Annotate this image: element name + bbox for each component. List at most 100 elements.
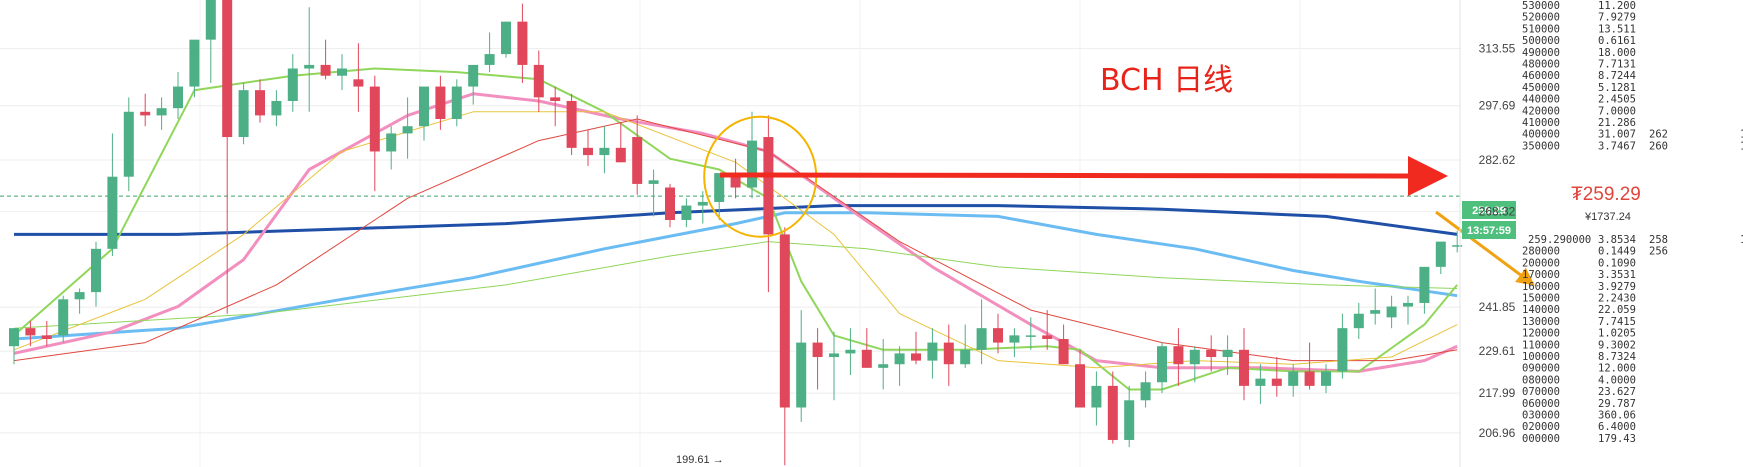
bid-row: 280000 0.1449 256 xyxy=(1522,246,1668,258)
candle-body xyxy=(1452,245,1463,247)
down-candle xyxy=(632,115,643,195)
candle-body xyxy=(583,147,593,156)
candle-body xyxy=(829,353,839,358)
candle-body xyxy=(74,292,85,300)
order-book-cell: 8.7244 xyxy=(1598,70,1636,82)
bid-row: 030000 360.06 xyxy=(1522,410,1636,422)
down-candle xyxy=(665,183,675,228)
up-candle xyxy=(205,0,216,83)
candle-body xyxy=(1271,378,1282,386)
up-candle xyxy=(1288,364,1299,397)
down-candle xyxy=(517,3,528,83)
candle-body xyxy=(25,328,36,336)
candle-body xyxy=(599,147,610,156)
up-candle xyxy=(484,32,495,73)
order-book-cell: 258 xyxy=(1649,234,1668,246)
bid-row: 140000 22.059 xyxy=(1522,304,1636,316)
candle-body xyxy=(189,39,200,87)
order-book-cell: 170000 xyxy=(1522,269,1560,281)
bid-row: 070000 23.627 xyxy=(1522,386,1636,398)
ask-row: 510000 13.511 xyxy=(1522,23,1636,35)
up-candle xyxy=(271,90,282,127)
moving-average-line xyxy=(13,111,1458,369)
moving-average-line xyxy=(13,67,1458,391)
up-candle xyxy=(829,331,839,401)
candle-body xyxy=(222,0,233,138)
grid-lines xyxy=(0,0,1460,467)
up-candle xyxy=(960,324,971,368)
order-book-cell: 260 xyxy=(1649,140,1668,152)
ask-row: 500000 0.6161 xyxy=(1522,35,1636,47)
candle-body xyxy=(566,100,577,148)
bid-row: 110000 9.3002 xyxy=(1522,339,1636,351)
down-candle xyxy=(41,320,52,347)
up-candle xyxy=(1353,302,1364,339)
order-book-cell: 7.0000 xyxy=(1598,105,1636,117)
candle-body xyxy=(1042,335,1053,339)
order-book-cell: 130000 xyxy=(1522,316,1560,328)
moving-average-line xyxy=(14,204,1458,236)
ask-row: 480000 7.7131 xyxy=(1522,59,1636,71)
down-candle xyxy=(566,93,577,156)
order-book-cell: 350000 xyxy=(1522,140,1560,152)
candle-body xyxy=(1419,266,1430,303)
order-book-cell: 510000 xyxy=(1522,23,1560,35)
down-candle xyxy=(1075,349,1085,408)
ask-row: 410000 21.286 xyxy=(1522,117,1636,129)
downtrend-arrow xyxy=(1435,210,1535,286)
ask-row: 460000 8.7244 xyxy=(1522,70,1636,82)
order-book-cell: 3.8534 xyxy=(1598,234,1636,246)
up-candle xyxy=(1435,241,1446,275)
candle-body xyxy=(1025,335,1036,337)
up-candle xyxy=(123,97,134,192)
down-candle xyxy=(320,39,331,80)
chart-title: BCH 日线 xyxy=(1100,63,1233,98)
order-book-cell: 5.1281 xyxy=(1598,82,1636,94)
order-book-cell: 29.787 xyxy=(1598,398,1636,410)
order-book-cell: 420000 xyxy=(1522,105,1560,117)
y-tick-label: 268.32 xyxy=(1479,205,1516,219)
order-book-cell: 160000 xyxy=(1522,281,1560,293)
order-book-cell: 200000 xyxy=(1522,257,1560,269)
candle-body xyxy=(337,68,347,76)
bid-row: 130000 7.7415 xyxy=(1522,316,1636,328)
order-book-cell: 120000 xyxy=(1522,328,1560,340)
candle-body xyxy=(747,140,757,188)
order-book-cell: 179.43 xyxy=(1598,433,1636,445)
candle-body xyxy=(1058,338,1069,365)
up-candle xyxy=(1419,266,1430,314)
order-book-cell: 3.9279 xyxy=(1598,281,1636,293)
order-book-cell: 256 xyxy=(1649,246,1668,258)
order-book-cell: 21.286 xyxy=(1598,117,1636,129)
candle-body xyxy=(976,328,987,350)
ask-row: 400000 31.007 262 1 xyxy=(1522,129,1743,141)
bid-row: 170000 3.3531 xyxy=(1522,269,1636,281)
candle-body xyxy=(1091,385,1102,408)
order-book-cell: 22.059 xyxy=(1598,304,1636,316)
down-candle xyxy=(140,93,151,127)
candle-body xyxy=(730,173,741,188)
down-candle xyxy=(1271,357,1282,397)
order-book-cell: 4.0000 xyxy=(1598,374,1636,386)
order-book-cell: 1 xyxy=(1740,129,1743,141)
down-candle xyxy=(730,158,741,199)
candle-body xyxy=(665,187,675,220)
bid-row: 060000 29.787 xyxy=(1522,398,1636,410)
order-book-cell: 410000 xyxy=(1522,117,1560,129)
up-candle xyxy=(1124,385,1135,448)
bid-row: 100000 8.7324 xyxy=(1522,351,1636,363)
candle-body xyxy=(779,234,790,408)
order-book-cell: 31.007 xyxy=(1598,129,1636,141)
order-book-cell: 1.0205 xyxy=(1598,328,1636,340)
ask-row: 520000 7.9279 xyxy=(1522,12,1636,24)
bid-row: 020000 6.4000 xyxy=(1522,421,1636,433)
candle-body xyxy=(1222,349,1233,358)
up-candle xyxy=(304,7,315,112)
moving-average-lines xyxy=(13,67,1458,391)
candle-body xyxy=(1157,346,1167,383)
up-candle xyxy=(747,111,757,199)
candle-body xyxy=(287,68,298,101)
up-candle xyxy=(189,39,200,98)
candle-body xyxy=(812,342,823,358)
up-candle xyxy=(91,241,101,307)
